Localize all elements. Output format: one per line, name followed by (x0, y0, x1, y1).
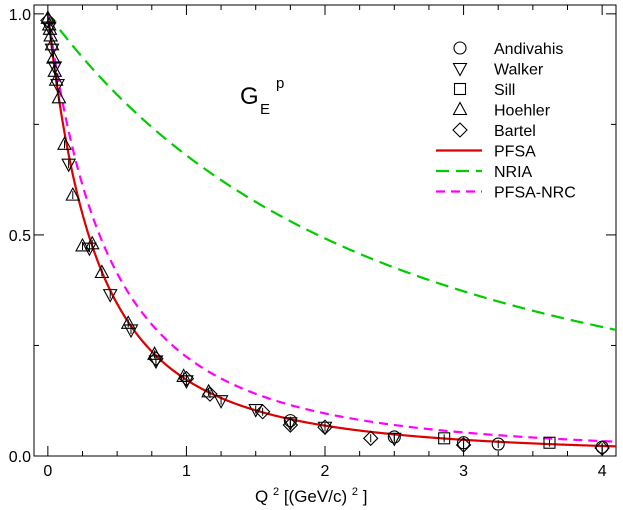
data-point-hoehler (57, 136, 72, 150)
data-point-hoehler (201, 383, 217, 398)
data-point-walker (317, 421, 333, 436)
data-point-walker (248, 404, 264, 418)
curves-layer (46, 13, 617, 448)
data-point-walker (386, 432, 402, 447)
data-point-sill (438, 432, 451, 445)
series-walker (41, 21, 402, 447)
x-tick-label: 3 (459, 463, 468, 480)
data-point-andivahis (491, 437, 505, 451)
curve-nria (46, 13, 617, 331)
legend-item-nria: NRIA (436, 164, 533, 181)
legend-label: Bartel (494, 123, 536, 140)
xlabel-sup2: 2 (352, 486, 358, 498)
data-point-hoehler (48, 72, 64, 86)
annotation-main: G (240, 83, 259, 110)
data-point-andivahis (387, 430, 401, 444)
xlabel-sup: 2 (273, 486, 279, 498)
legend-item-andivahis: Andivahis (453, 41, 563, 58)
x-tick-label: 0 (43, 463, 52, 480)
x-axis-title: Q 2 [(GeV/c) 2 ] (255, 480, 367, 506)
y-tick-label: 0.0 (9, 449, 31, 466)
x-tick-label: 2 (321, 463, 330, 480)
annotation-ge-p: G E p (240, 75, 284, 118)
legend-label: NRIA (494, 164, 533, 181)
legend-label: Hoehler (494, 103, 551, 120)
data-point-hoehler (84, 235, 100, 250)
legend-item-pfsa: PFSA (436, 144, 536, 161)
legend-label: Andivahis (494, 41, 563, 58)
legend-label: PFSA (494, 144, 536, 161)
series-andivahis (283, 414, 609, 454)
data-point-walker (213, 395, 229, 409)
data-point-hoehler (41, 16, 57, 31)
xlabel-base: Q (255, 487, 268, 506)
legend-label: Sill (494, 82, 515, 99)
data-point-walker (61, 158, 77, 173)
legend-marker (452, 62, 468, 77)
legend-item-walker: Walker (452, 62, 544, 79)
legend-marker (453, 82, 467, 96)
data-point-bartel (40, 12, 56, 29)
data-point-hoehler (120, 315, 136, 329)
legend: Andivahis Walker Sill Hoehler Bartel PFSA NRIA… (436, 41, 576, 202)
data-point-bartel (148, 350, 164, 367)
xlabel-end: ] (363, 487, 368, 506)
data-point-bartel (282, 417, 299, 433)
markers-layer (40, 10, 610, 456)
series-hoehler (40, 10, 217, 398)
series-bartel (40, 12, 610, 456)
data-point-hoehler (65, 186, 81, 201)
curve-pfsa-nrc (46, 13, 617, 443)
annotation-sup: p (276, 75, 284, 92)
data-point-hoehler (94, 264, 110, 279)
legend-label: Walker (494, 62, 544, 79)
data-point-bartel (254, 404, 271, 420)
data-point-walker (102, 289, 118, 303)
legend-item-pfsa-nrc: PFSA-NRC (436, 185, 576, 202)
data-point-bartel (317, 419, 333, 436)
y-tick-label: 0.5 (9, 228, 31, 245)
legend-marker (452, 122, 468, 138)
data-point-bartel (362, 430, 379, 447)
legend-item-bartel: Bartel (452, 122, 536, 140)
data-point-sill (543, 436, 556, 449)
legend-item-hoehler: Hoehler (452, 101, 551, 120)
series-sill (438, 432, 556, 449)
svg-text:Q 2 [(GeV/c): Q 2 [(GeV/c) 2 ] (255, 480, 367, 506)
data-point-hoehler (42, 21, 58, 35)
axes-layer: 0 1 2 3 4 0.0 0.5 1.0 (9, 5, 616, 480)
data-point-bartel (202, 386, 218, 402)
legend-marker (453, 41, 467, 55)
data-point-hoehler (45, 49, 61, 64)
data-point-walker (123, 324, 139, 339)
annotation-sub: E (260, 101, 270, 118)
x-tick-label: 4 (598, 463, 607, 480)
data-point-hoehler (75, 237, 90, 252)
data-point-walker (47, 61, 63, 76)
y-tick-label: 1.0 (9, 7, 31, 24)
xlabel-rest: [(GeV/c) (284, 487, 347, 506)
data-point-hoehler (51, 89, 67, 104)
data-point-hoehler (44, 36, 60, 51)
curve-pfsa (46, 13, 617, 448)
legend-label: PFSA-NRC (494, 185, 576, 202)
x-tick-label: 1 (182, 463, 191, 480)
legend-item-sill: Sill (453, 82, 515, 99)
data-point-bartel (178, 370, 195, 387)
legend-marker (452, 101, 468, 116)
